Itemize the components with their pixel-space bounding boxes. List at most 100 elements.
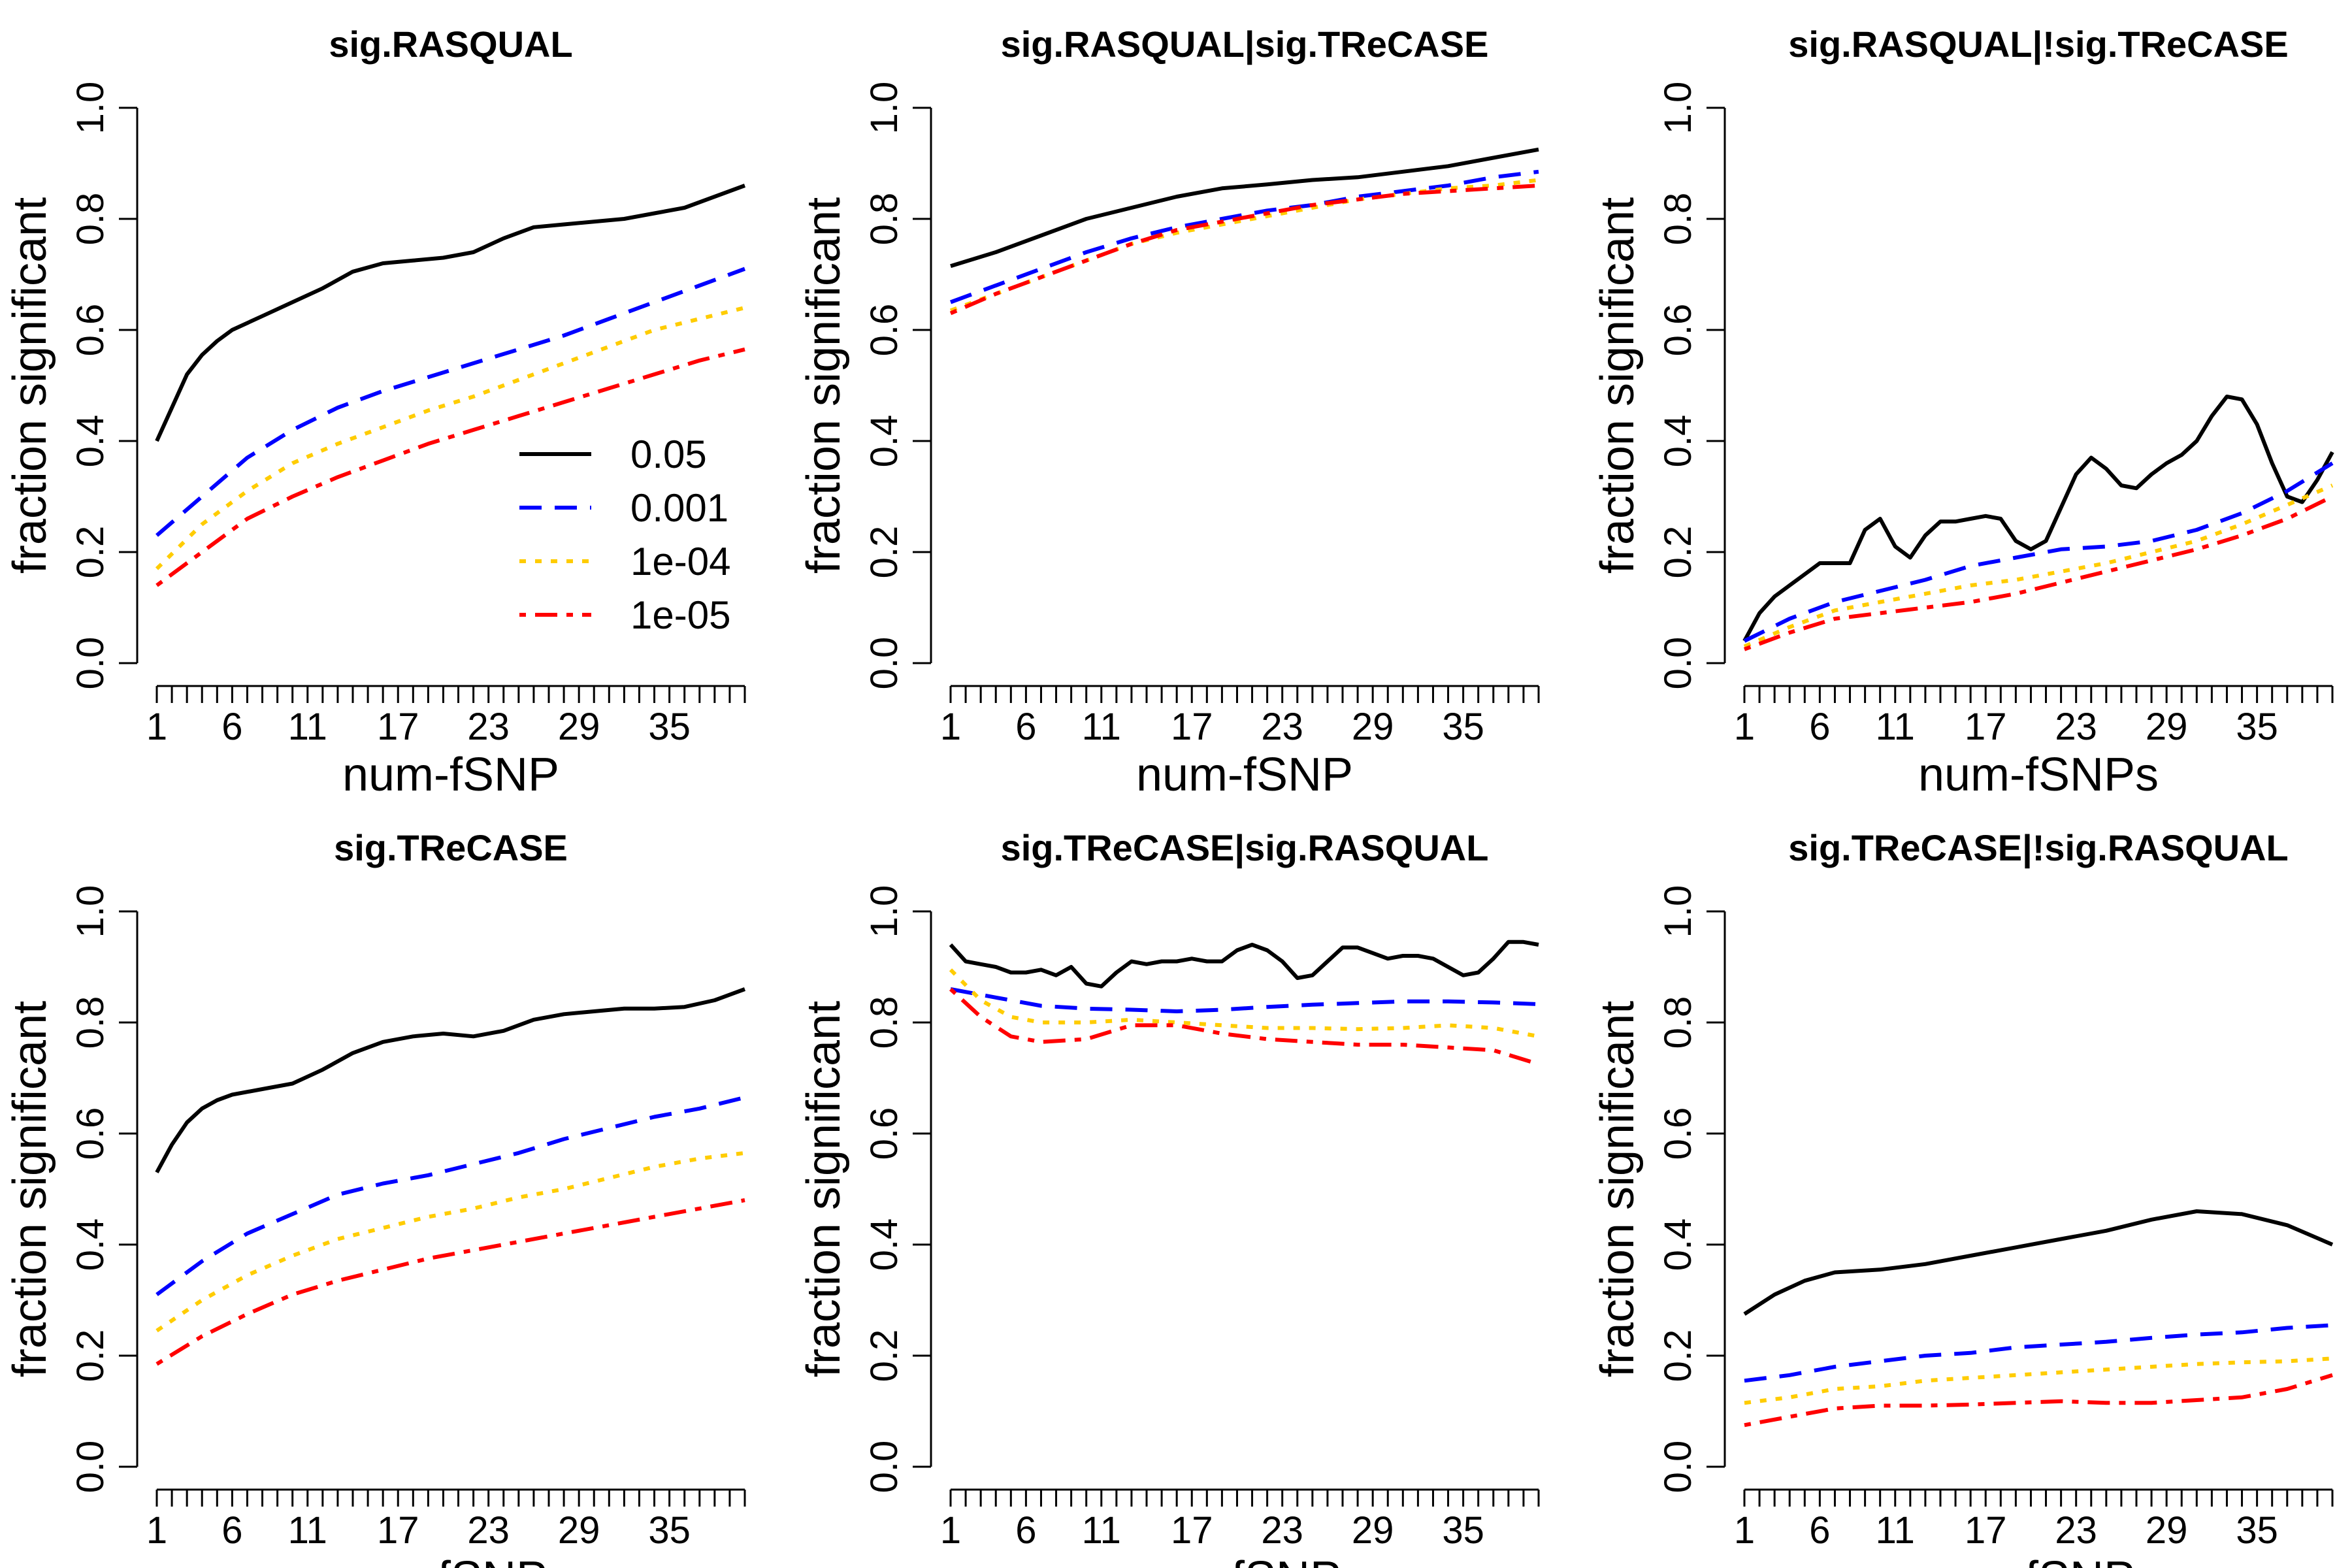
x-tick-label: 11 [1876, 706, 1915, 748]
x-axis-label: num-fSNPs [331, 1552, 571, 1568]
x-tick-label: 23 [2055, 1509, 2097, 1552]
series-line-3 [155, 306, 745, 570]
y-tick-label: 0.6 [1657, 304, 1699, 357]
y-tick-label: 0.6 [69, 1107, 112, 1160]
y-tick-label: 0.0 [1657, 637, 1699, 690]
y-tick-label: 0.2 [863, 526, 906, 579]
panel-title: sig.RASQUAL|!sig.TReCASE [1788, 24, 2289, 65]
x-tick-label: 11 [1082, 706, 1121, 748]
x-tick-label: 17 [1965, 706, 2007, 748]
x-tick-label: 35 [648, 1509, 691, 1552]
x-tick-label: 23 [1261, 706, 1303, 748]
series-line-4 [949, 184, 1539, 316]
series-line-2 [1743, 461, 2334, 643]
x-tick-label: 6 [1809, 706, 1830, 748]
y-tick-label: 0.0 [1657, 1441, 1699, 1494]
panel-title: sig.TReCASE|!sig.RASQUAL [1788, 827, 2289, 869]
y-tick-label: 0.6 [69, 304, 112, 357]
y-axis-label: fraction significant [4, 1001, 56, 1377]
y-tick-label: 1.0 [1657, 885, 1699, 938]
y-tick-label: 0.4 [69, 415, 112, 468]
panel-title: sig.TReCASE|sig.RASQUAL [1001, 827, 1489, 869]
y-tick-label: 0.8 [863, 996, 906, 1049]
series-line-4 [155, 347, 745, 587]
x-tick-label: 29 [558, 1509, 600, 1552]
x-tick-label: 1 [146, 706, 167, 748]
x-tick-label: 29 [2146, 706, 2188, 748]
legend-label: 1e-04 [630, 540, 730, 583]
x-axis-label: num-fSNPs [1918, 749, 2159, 801]
x-tick-label: 17 [1171, 1509, 1213, 1552]
y-tick-label: 0.6 [863, 1107, 906, 1160]
series-line-3 [155, 1151, 745, 1333]
x-tick-label: 1 [146, 1509, 167, 1552]
x-tick-label: 6 [221, 706, 242, 748]
x-tick-label: 17 [377, 1509, 419, 1552]
series-line-4 [1744, 1373, 2333, 1428]
series-line-4 [949, 987, 1539, 1066]
series-line-3 [949, 178, 1539, 313]
y-tick-label: 1.0 [69, 885, 112, 938]
y-tick-label: 1.0 [863, 885, 906, 938]
panel-6: sig.TReCASE|!sig.RASQUAL 0.0 0.2 0.4 0.6 0.8 1… [1592, 827, 2334, 1568]
y-axis-label: fraction significant [1592, 197, 1644, 574]
legend-label: 1e-05 [630, 593, 730, 637]
legend: 0.05 0.001 1e-04 1e-05 [519, 433, 730, 637]
x-tick-label: 11 [1082, 1509, 1121, 1552]
x-tick-label: 35 [2236, 1509, 2278, 1552]
series-line-1 [950, 147, 1539, 269]
x-tick-label: 23 [467, 1509, 510, 1552]
series-line-2 [155, 1095, 745, 1296]
x-axis-label: num-fSNPs [1918, 1552, 2159, 1568]
x-tick-label: 6 [1809, 1509, 1830, 1552]
y-tick-label: 0.6 [1657, 1107, 1699, 1160]
panel-title: sig.RASQUAL [329, 24, 572, 65]
series-line-2 [949, 169, 1539, 304]
x-axis-label: num-fSNP [1136, 749, 1353, 801]
x-tick-label: 1 [1734, 706, 1755, 748]
y-tick-label: 0.4 [863, 1218, 906, 1271]
x-tick-label: 11 [1876, 1509, 1915, 1552]
series-line-1 [1743, 1209, 2334, 1316]
series-line-2 [950, 987, 1539, 1013]
x-tick-label: 29 [558, 706, 600, 748]
y-tick-label: 0.2 [1657, 526, 1699, 579]
y-tick-label: 0.2 [69, 1330, 112, 1382]
y-tick-label: 0.4 [1657, 415, 1699, 468]
series-line-1 [155, 987, 746, 1173]
x-tick-label: 6 [221, 1509, 242, 1552]
series-line-3 [1744, 1356, 2333, 1405]
y-tick-label: 1.0 [69, 82, 112, 135]
y-tick-label: 0.2 [69, 526, 112, 579]
series-line-1 [1742, 395, 2334, 642]
y-tick-label: 0.6 [863, 304, 906, 357]
x-tick-label: 6 [1015, 1509, 1036, 1552]
x-tick-label: 17 [1171, 706, 1213, 748]
x-tick-label: 11 [288, 1509, 327, 1552]
panel-title: sig.TReCASE [334, 827, 568, 868]
y-axis-label: fraction significant [4, 197, 56, 574]
series-line-1 [949, 939, 1539, 988]
x-tick-label: 29 [1352, 706, 1394, 748]
y-tick-label: 0.0 [69, 637, 112, 690]
series-line-1 [155, 184, 746, 442]
x-tick-label: 11 [288, 706, 327, 748]
y-axis-label: fraction significant [1592, 1001, 1644, 1377]
x-tick-label: 1 [940, 706, 961, 748]
series-line-2 [1744, 1323, 2333, 1383]
x-tick-label: 23 [2055, 706, 2097, 748]
x-tick-label: 17 [377, 706, 419, 748]
series-line-4 [155, 1198, 745, 1366]
y-axis-label: fraction significant [798, 197, 850, 574]
y-tick-label: 0.2 [863, 1330, 906, 1382]
y-tick-label: 0.2 [1657, 1330, 1699, 1382]
y-tick-label: 1.0 [1657, 82, 1699, 135]
y-tick-label: 0.0 [863, 637, 906, 690]
x-tick-label: 29 [2146, 1509, 2188, 1552]
y-tick-label: 0.8 [69, 193, 112, 246]
x-tick-label: 35 [648, 706, 691, 748]
y-tick-label: 0.0 [69, 1441, 112, 1494]
x-tick-label: 35 [1442, 1509, 1484, 1552]
series-line-2 [155, 267, 746, 537]
